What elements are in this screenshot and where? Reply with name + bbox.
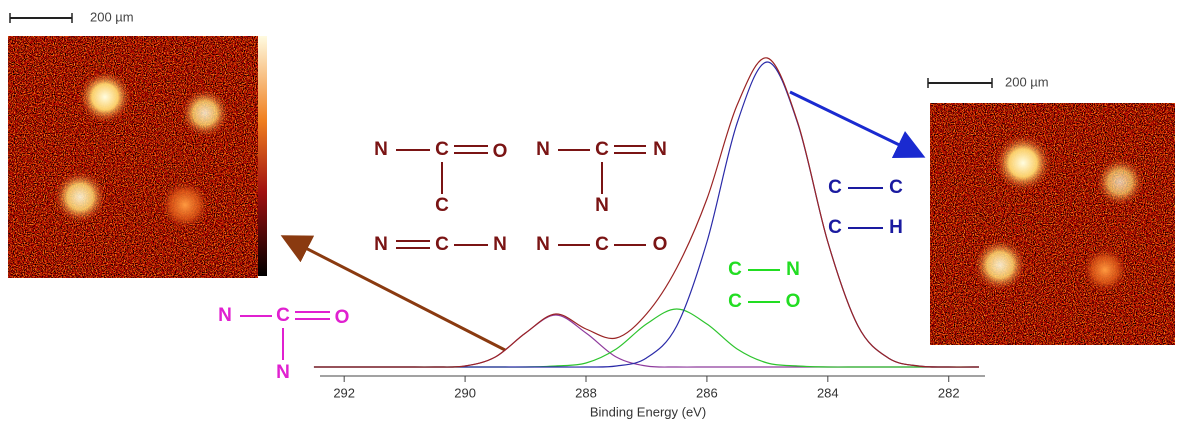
atom-label: N (653, 139, 667, 160)
x-tick-label: 292 (333, 385, 355, 400)
atom-label: C (828, 177, 842, 198)
right-map (930, 103, 1175, 345)
atom-label: O (786, 291, 801, 312)
atom-label: C (435, 139, 449, 160)
atom-label: N (786, 259, 800, 280)
atom-label: C (889, 177, 903, 198)
atom-label: N (595, 195, 609, 216)
x-tick-label: 286 (696, 385, 718, 400)
atom-label: C (435, 234, 449, 255)
atom-label: N (218, 305, 232, 326)
atom-label: C (595, 139, 609, 160)
atom-label: C (728, 259, 742, 280)
atom-label: N (374, 139, 388, 160)
atom-label: O (335, 307, 350, 328)
atom-label: N (276, 362, 290, 383)
arrow (789, 90, 926, 159)
atom-label: C (595, 234, 609, 255)
left-map (8, 36, 267, 278)
atom-label: H (889, 217, 903, 238)
x-tick-label: 282 (938, 385, 960, 400)
spectrum-line (313, 314, 979, 368)
atom-label: N (493, 234, 507, 255)
atom-label: N (374, 234, 388, 255)
atom-label: N (536, 234, 550, 255)
atom-label: C (435, 195, 449, 216)
x-tick-label: 288 (575, 385, 597, 400)
scale-label: 200 µm (1005, 74, 1049, 89)
spectrum-line (313, 61, 979, 368)
spectrum-line (313, 57, 979, 368)
atom-label: N (536, 139, 550, 160)
plot: 292 290 288 286 284 282 (313, 57, 985, 400)
atom-label: C (276, 305, 290, 326)
atom-label: O (493, 141, 508, 162)
atom-label: C (828, 217, 842, 238)
scale-label: 200 µm (90, 9, 134, 24)
bonds (240, 145, 883, 360)
arrow (280, 235, 506, 352)
structures: N C O C N C N N N C N N C O N C O N C N … (218, 139, 903, 383)
atom-label: O (653, 234, 668, 255)
x-axis-label: Binding Energy (eV) (590, 404, 706, 419)
atom-label: C (728, 291, 742, 312)
x-tick-label: 290 (454, 385, 476, 400)
x-tick-label: 284 (817, 385, 839, 400)
